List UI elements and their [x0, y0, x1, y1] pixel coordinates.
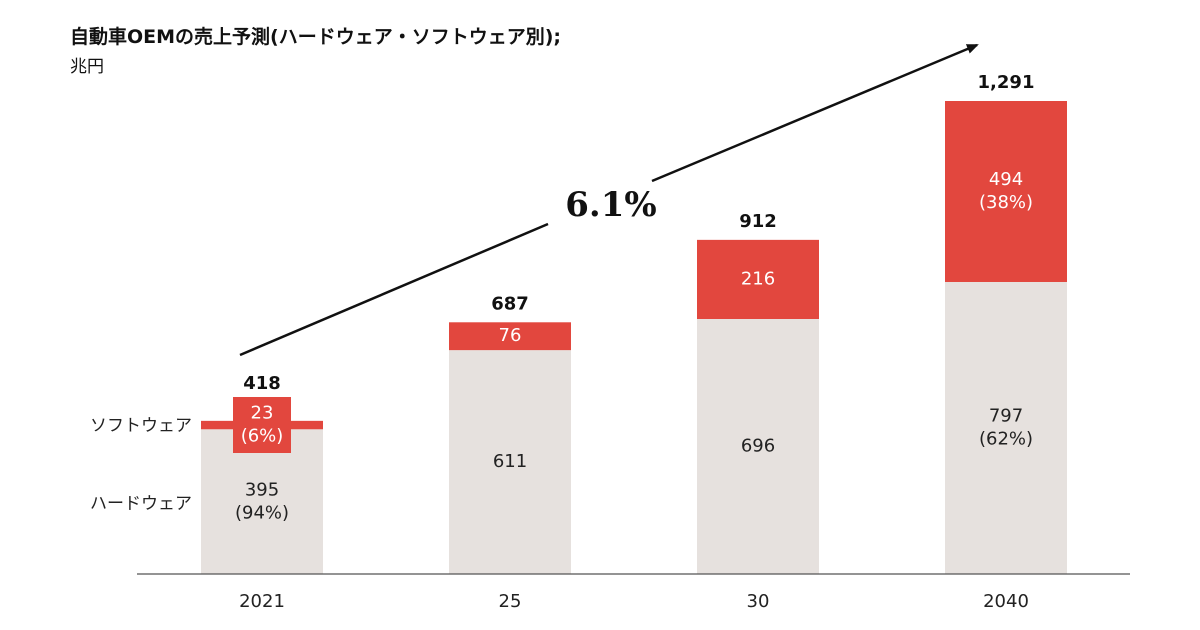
- cagr-annotation: 6.1%: [565, 185, 656, 225]
- label-software-2040-line-2: (38%): [979, 192, 1033, 213]
- label-hardware-25: 611: [493, 451, 527, 472]
- label-software-2021-line-2: (6%): [241, 426, 284, 447]
- bar-software-2040: [945, 101, 1067, 282]
- trend-arrow-segment-2: [651, 43, 979, 183]
- chart-title: 自動車OEMの売上予測(ハードウェア・ソフトウェア別);: [70, 26, 562, 48]
- x-tick-label-2040: 2040: [983, 591, 1029, 612]
- label-software-2021-line-1: 23: [251, 403, 274, 424]
- label-hardware-2021-line-2: (94%): [235, 503, 289, 524]
- total-label-2021: 418: [243, 373, 281, 394]
- total-label-25: 687: [491, 293, 529, 314]
- total-label-30: 912: [739, 211, 777, 232]
- bar-hardware-25: [449, 350, 571, 574]
- legend-hardware: ハードウェア: [90, 494, 192, 514]
- bar-hardware-2040: [945, 281, 1067, 574]
- legend-software: ソフトウェア: [90, 416, 192, 436]
- label-software-25: 76: [499, 325, 522, 346]
- label-hardware-2040-line-2: (62%): [979, 428, 1033, 449]
- trend-arrow-segment-1: [239, 222, 549, 357]
- x-tick-label-2021: 2021: [239, 591, 285, 612]
- label-hardware-30: 696: [741, 435, 775, 456]
- chart-unit: 兆円: [70, 57, 104, 77]
- x-tick-label-25: 25: [499, 591, 522, 612]
- label-software-2040-line-1: 494: [989, 169, 1023, 190]
- bar-hardware-30: [697, 318, 819, 574]
- label-hardware-2040-line-1: 797: [989, 405, 1023, 426]
- label-software-30: 216: [741, 268, 775, 289]
- bar-software-25: [449, 322, 571, 351]
- bar-hardware-2021: [201, 429, 323, 574]
- label-hardware-2021-line-1: 395: [245, 480, 279, 501]
- total-label-2040: 1,291: [978, 72, 1035, 93]
- software-callout-box: [233, 397, 291, 453]
- x-tick-label-30: 30: [747, 591, 770, 612]
- bar-software-30: [697, 239, 819, 319]
